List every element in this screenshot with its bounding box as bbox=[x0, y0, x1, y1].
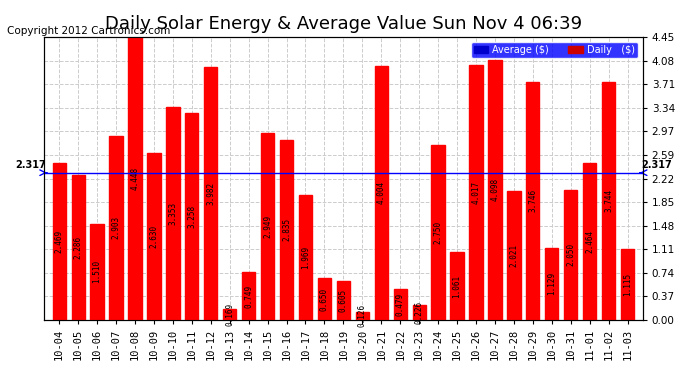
Text: 2.630: 2.630 bbox=[150, 225, 159, 248]
Bar bbox=[261, 133, 274, 320]
Bar bbox=[147, 153, 161, 320]
Text: Copyright 2012 Cartronics.com: Copyright 2012 Cartronics.com bbox=[7, 26, 170, 36]
Text: 0.126: 0.126 bbox=[358, 304, 367, 327]
Text: 0.749: 0.749 bbox=[244, 284, 253, 308]
Bar bbox=[356, 312, 369, 320]
Text: 1.061: 1.061 bbox=[453, 274, 462, 298]
Text: 1.115: 1.115 bbox=[623, 273, 632, 296]
Bar bbox=[52, 163, 66, 320]
Bar bbox=[280, 140, 293, 320]
Bar bbox=[299, 195, 312, 320]
Bar bbox=[90, 224, 104, 320]
Text: 0.226: 0.226 bbox=[415, 301, 424, 324]
Text: 3.353: 3.353 bbox=[168, 202, 177, 225]
Bar bbox=[204, 67, 217, 320]
Text: 4.017: 4.017 bbox=[471, 181, 480, 204]
Bar bbox=[583, 164, 596, 320]
Bar bbox=[242, 272, 255, 320]
Bar bbox=[185, 113, 199, 320]
Text: 2.750: 2.750 bbox=[433, 221, 442, 244]
Bar bbox=[469, 65, 482, 320]
Text: 2.050: 2.050 bbox=[566, 243, 575, 266]
Text: 2.469: 2.469 bbox=[55, 230, 63, 253]
Bar bbox=[110, 135, 123, 320]
Bar bbox=[489, 60, 502, 320]
Bar bbox=[602, 82, 615, 320]
Text: 1.129: 1.129 bbox=[547, 272, 556, 296]
Text: 4.448: 4.448 bbox=[130, 167, 139, 190]
Text: 4.004: 4.004 bbox=[377, 181, 386, 204]
Title: Daily Solar Energy & Average Value Sun Nov 4 06:39: Daily Solar Energy & Average Value Sun N… bbox=[105, 15, 582, 33]
Bar bbox=[128, 38, 141, 320]
Text: 3.258: 3.258 bbox=[187, 205, 197, 228]
Text: 0.650: 0.650 bbox=[320, 288, 329, 310]
Bar bbox=[375, 66, 388, 320]
Text: 3.744: 3.744 bbox=[604, 189, 613, 213]
Text: 2.021: 2.021 bbox=[509, 244, 518, 267]
Text: 2.317: 2.317 bbox=[641, 159, 671, 170]
Bar bbox=[223, 309, 237, 320]
Text: 0.479: 0.479 bbox=[396, 293, 405, 316]
Bar bbox=[526, 82, 540, 320]
Bar bbox=[564, 190, 578, 320]
Text: 2.286: 2.286 bbox=[74, 236, 83, 259]
Text: 1.510: 1.510 bbox=[92, 260, 101, 284]
Text: 0.605: 0.605 bbox=[339, 289, 348, 312]
Text: 2.317: 2.317 bbox=[15, 159, 46, 170]
Bar bbox=[545, 248, 558, 320]
Bar bbox=[318, 279, 331, 320]
Bar bbox=[507, 192, 520, 320]
Bar bbox=[451, 252, 464, 320]
Bar bbox=[337, 281, 350, 320]
Legend: Average ($), Daily   ($): Average ($), Daily ($) bbox=[471, 42, 638, 58]
Text: 4.098: 4.098 bbox=[491, 178, 500, 201]
Bar bbox=[166, 107, 179, 320]
Text: 3.746: 3.746 bbox=[529, 189, 538, 212]
Bar bbox=[621, 249, 634, 320]
Text: 0.169: 0.169 bbox=[225, 303, 234, 326]
Text: 2.464: 2.464 bbox=[585, 230, 594, 253]
Bar bbox=[72, 175, 85, 320]
Text: 1.969: 1.969 bbox=[301, 246, 310, 269]
Text: 2.903: 2.903 bbox=[112, 216, 121, 239]
Text: 2.835: 2.835 bbox=[282, 218, 291, 242]
Bar bbox=[431, 145, 445, 320]
Bar bbox=[413, 305, 426, 320]
Text: 2.949: 2.949 bbox=[263, 214, 272, 238]
Text: 3.982: 3.982 bbox=[206, 182, 215, 205]
Bar bbox=[393, 290, 407, 320]
